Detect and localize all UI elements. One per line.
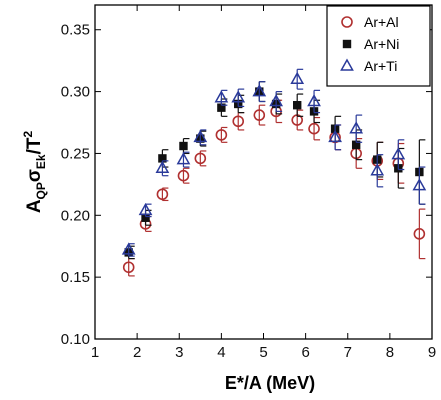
x-tick-label: 5 [259, 344, 267, 361]
data-point [232, 115, 245, 128]
data-point [155, 160, 170, 174]
data-point [328, 129, 342, 143]
y-tick-label: 0.10 [61, 331, 90, 348]
y-tick-label: 0.30 [61, 84, 90, 101]
x-tick-label: 6 [301, 344, 309, 361]
legend-marker [340, 58, 354, 71]
data-point [141, 213, 150, 222]
y-axis-title: AQPσEk/T2 [21, 131, 48, 214]
y-tick-label: 0.15 [61, 269, 90, 286]
data-point [176, 152, 191, 165]
legend-label: Ar+Ti [364, 58, 397, 74]
x-tick-label: 9 [428, 344, 436, 361]
data-point [307, 93, 321, 107]
y-axis-title-base: A [24, 199, 45, 213]
x-axis-title: E*/A (MeV) [225, 373, 315, 393]
y-axis-title-sup: 2 [21, 131, 35, 138]
data-point [231, 90, 246, 103]
axis-ticks: 1 2 3 4 5 6 7 8 9 0.10 0.15 0.20 0.25 0.30 0.35 [61, 5, 436, 361]
data-point [138, 202, 153, 216]
legend-items: Ar+Al Ar+Ni Ar+Ti [340, 14, 399, 74]
data-point [308, 122, 320, 135]
data-point [214, 90, 229, 103]
data-point [122, 261, 135, 274]
x-tick-label: 3 [175, 344, 183, 361]
x-tick-label: 2 [133, 344, 141, 361]
legend-label: Ar+Al [364, 14, 399, 30]
y-axis-title-sub1: QP [34, 182, 48, 199]
x-tick-label: 4 [217, 344, 225, 361]
data-point [370, 163, 385, 176]
data-point [217, 103, 226, 112]
legend-marker [342, 39, 352, 49]
y-tick-label: 0.35 [61, 22, 90, 39]
series-ar-ti [121, 68, 427, 257]
data-point [351, 140, 361, 149]
series-ar-al [122, 99, 426, 277]
data-point [121, 242, 136, 255]
x-tick-label: 1 [91, 344, 99, 361]
data-point [349, 121, 364, 134]
data-point [179, 141, 188, 151]
data-point [253, 109, 266, 121]
legend-label: Ar+Ni [364, 36, 399, 52]
legend-marker [341, 16, 353, 28]
y-axis-title-sigma: σ [24, 169, 45, 182]
y-tick-label: 0.20 [61, 207, 90, 224]
data-point [194, 152, 207, 165]
data-point [391, 147, 406, 160]
data-point [158, 154, 167, 163]
data-point [177, 169, 190, 182]
data-point [156, 188, 169, 201]
data-point [413, 228, 426, 240]
x-tick-label: 7 [344, 344, 352, 361]
data-series [121, 68, 427, 277]
data-point [293, 101, 302, 110]
data-point [290, 71, 305, 84]
y-axis-title-sub2: Ek [34, 154, 48, 169]
x-tick-label: 8 [386, 344, 394, 361]
legend: Ar+Al Ar+Ni Ar+Ti [326, 5, 431, 87]
data-point [252, 84, 267, 97]
data-point [269, 93, 284, 107]
y-axis-title-slash: /T [24, 137, 45, 154]
data-point [412, 178, 427, 191]
data-point [215, 129, 228, 141]
y-tick-label: 0.25 [61, 145, 90, 162]
data-point [193, 129, 208, 143]
